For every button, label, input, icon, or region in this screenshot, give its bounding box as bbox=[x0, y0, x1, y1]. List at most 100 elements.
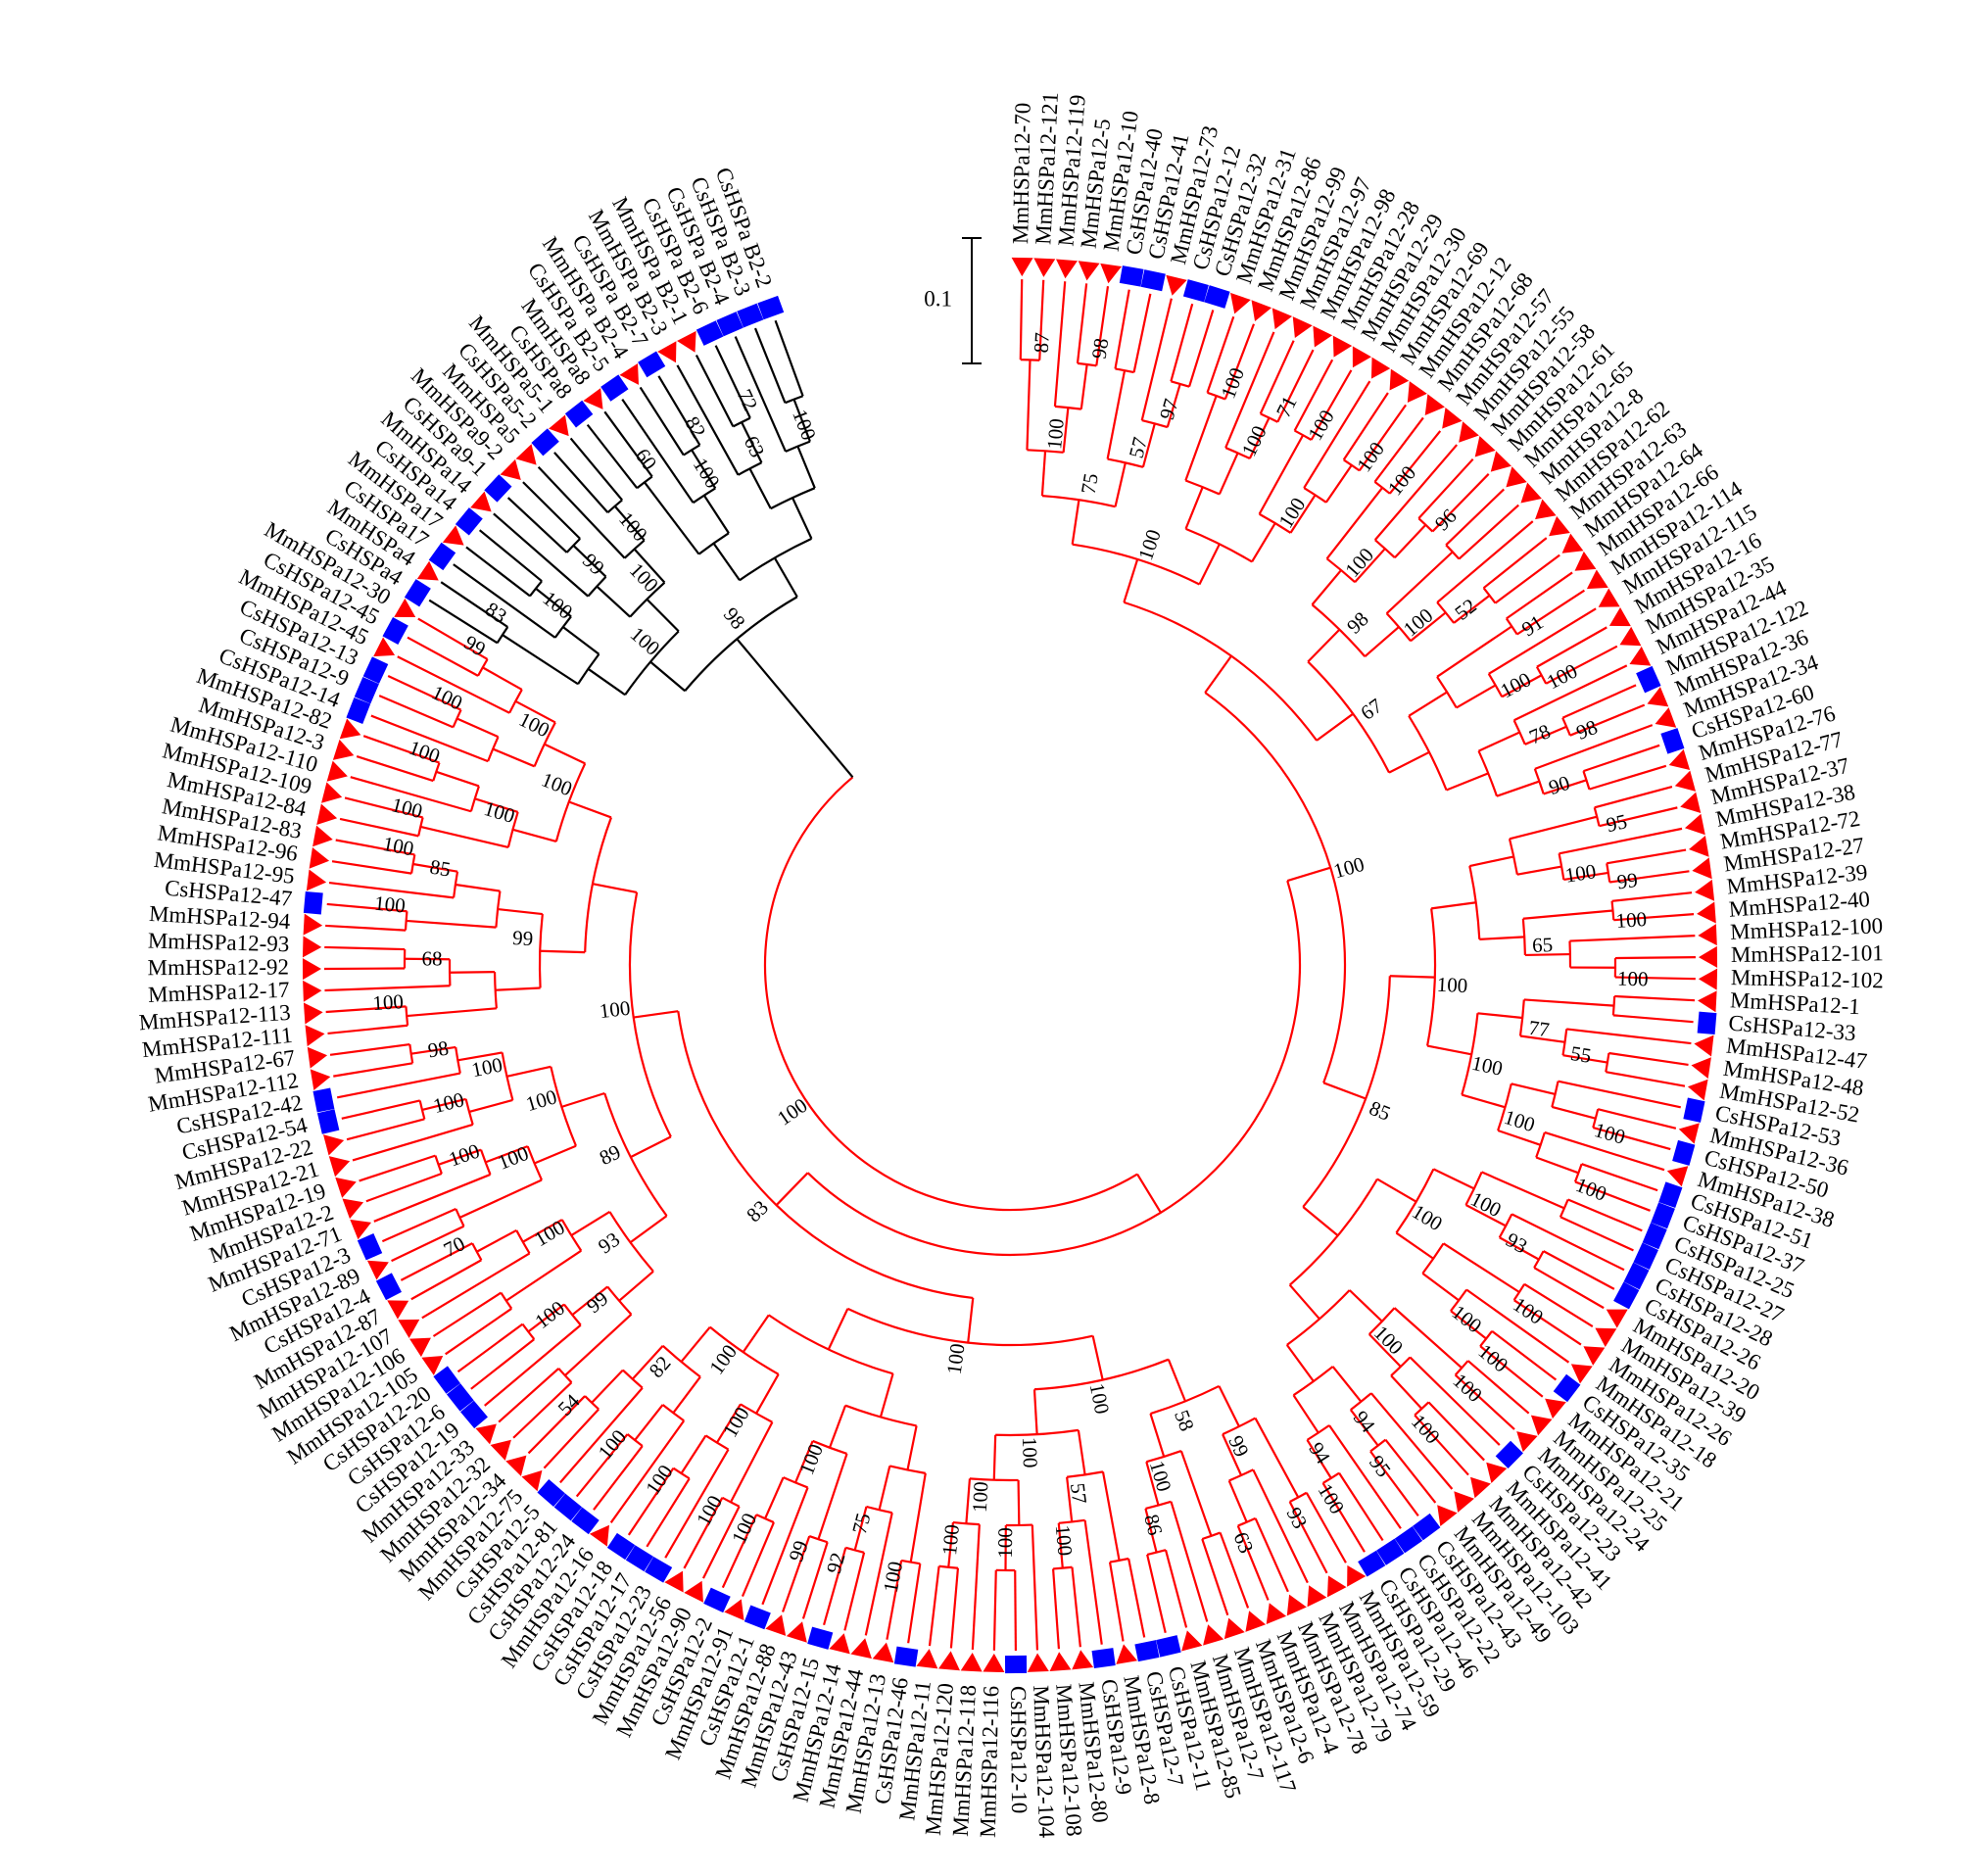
branch-arc bbox=[1292, 1366, 1334, 1397]
square-marker bbox=[1636, 665, 1661, 694]
square-marker bbox=[737, 303, 764, 328]
branch bbox=[1342, 392, 1389, 461]
bootstrap-value: 100 bbox=[879, 1560, 907, 1594]
branch bbox=[421, 1252, 531, 1320]
triangle-marker bbox=[549, 414, 569, 437]
bootstrap-value: 100 bbox=[626, 622, 665, 660]
square-marker bbox=[1495, 1440, 1523, 1469]
branch bbox=[1166, 383, 1181, 428]
bootstrap-value: 100 bbox=[1340, 543, 1378, 582]
square-marker bbox=[1091, 1648, 1116, 1668]
bootstrap-value: 100 bbox=[1399, 603, 1438, 642]
branch bbox=[455, 883, 501, 892]
branch-arc bbox=[995, 1428, 1079, 1437]
branch bbox=[1506, 571, 1573, 620]
bootstrap-value: 100 bbox=[1563, 859, 1598, 888]
branch bbox=[1348, 1289, 1383, 1323]
branch bbox=[1614, 956, 1696, 960]
triangle-marker bbox=[409, 1337, 431, 1358]
branch bbox=[324, 945, 406, 951]
branch-arc bbox=[538, 913, 544, 988]
bootstrap-value: 100 bbox=[1331, 852, 1367, 884]
branch bbox=[1408, 691, 1448, 717]
branch bbox=[1184, 395, 1218, 481]
bootstrap-value: 68 bbox=[421, 946, 442, 970]
bootstrap-value: 100 bbox=[373, 891, 407, 918]
bootstrap-value: 100 bbox=[1051, 1524, 1078, 1558]
triangle-marker bbox=[1230, 292, 1251, 314]
triangle-marker bbox=[1370, 357, 1391, 379]
triangle-marker bbox=[1697, 901, 1716, 924]
square-marker bbox=[446, 1383, 474, 1412]
triangle-marker bbox=[1049, 1652, 1072, 1671]
branch bbox=[1079, 363, 1088, 409]
branch bbox=[1218, 452, 1239, 495]
triangle-marker bbox=[1442, 407, 1463, 429]
triangle-marker bbox=[515, 444, 537, 465]
branch bbox=[909, 1472, 927, 1563]
square-marker bbox=[807, 1626, 834, 1650]
square-marker bbox=[564, 400, 594, 428]
triangle-marker bbox=[1072, 1650, 1094, 1670]
branch-arc bbox=[697, 532, 730, 555]
square-marker bbox=[1633, 1242, 1658, 1270]
triangle-marker bbox=[1389, 368, 1410, 391]
bootstrap-value: 100 bbox=[993, 1527, 1017, 1559]
triangle-marker bbox=[1056, 259, 1078, 279]
bootstrap-value: 100 bbox=[692, 1491, 727, 1529]
branch bbox=[1543, 1250, 1615, 1290]
triangle-marker bbox=[619, 362, 640, 385]
branch bbox=[992, 1569, 997, 1651]
triangle-marker bbox=[1680, 792, 1702, 814]
branch-arc bbox=[1109, 1557, 1129, 1563]
branch-arc bbox=[755, 1514, 775, 1524]
bootstrap-value: 97 bbox=[1155, 396, 1183, 422]
bootstrap-value: 100 bbox=[1133, 526, 1166, 563]
triangle-marker bbox=[1535, 499, 1557, 520]
branch bbox=[603, 410, 653, 478]
branch bbox=[522, 1219, 563, 1243]
square-marker bbox=[1119, 265, 1144, 287]
branch-arc bbox=[557, 1368, 573, 1383]
branch bbox=[1038, 279, 1045, 361]
branch bbox=[1488, 607, 1597, 675]
branch bbox=[476, 1228, 517, 1253]
branch bbox=[453, 563, 556, 639]
branch-arc bbox=[1289, 1491, 1308, 1503]
branch bbox=[470, 1338, 535, 1390]
branch-arc bbox=[515, 1229, 531, 1254]
branch-arc bbox=[704, 1434, 730, 1451]
branch bbox=[631, 1345, 664, 1380]
branch bbox=[691, 449, 717, 490]
branch-arc bbox=[1561, 1029, 1568, 1056]
branch-arc bbox=[1395, 1168, 1435, 1234]
branch bbox=[1224, 331, 1275, 449]
branch-arc bbox=[1286, 1289, 1351, 1346]
branch bbox=[1051, 1568, 1061, 1650]
branch bbox=[1201, 1538, 1229, 1616]
branch bbox=[1496, 780, 1540, 797]
triangle-marker bbox=[521, 1469, 543, 1492]
branch bbox=[627, 1467, 675, 1536]
branch bbox=[1524, 725, 1567, 746]
bootstrap-value: 99 bbox=[512, 926, 534, 950]
branch bbox=[362, 735, 440, 764]
branch bbox=[482, 666, 523, 691]
branch-arc bbox=[1421, 1242, 1445, 1275]
branch bbox=[782, 1535, 811, 1612]
bootstrap-value: 94 bbox=[1349, 1406, 1380, 1437]
branch bbox=[522, 481, 581, 540]
triangle-marker bbox=[1694, 1034, 1714, 1057]
branch bbox=[1569, 935, 1696, 942]
branch-arc bbox=[1311, 603, 1367, 657]
triangle-marker bbox=[1251, 300, 1272, 321]
triangle-marker bbox=[1424, 394, 1445, 416]
branch bbox=[1258, 434, 1305, 515]
branch bbox=[1614, 994, 1696, 1002]
leaf-label: MmHSPa12-70 bbox=[1008, 102, 1035, 244]
branch-arc bbox=[1184, 479, 1221, 496]
triangle-marker bbox=[394, 598, 416, 618]
branch-arc bbox=[529, 580, 543, 598]
branch bbox=[1522, 909, 1613, 920]
bootstrap-value: 57 bbox=[1125, 435, 1152, 460]
